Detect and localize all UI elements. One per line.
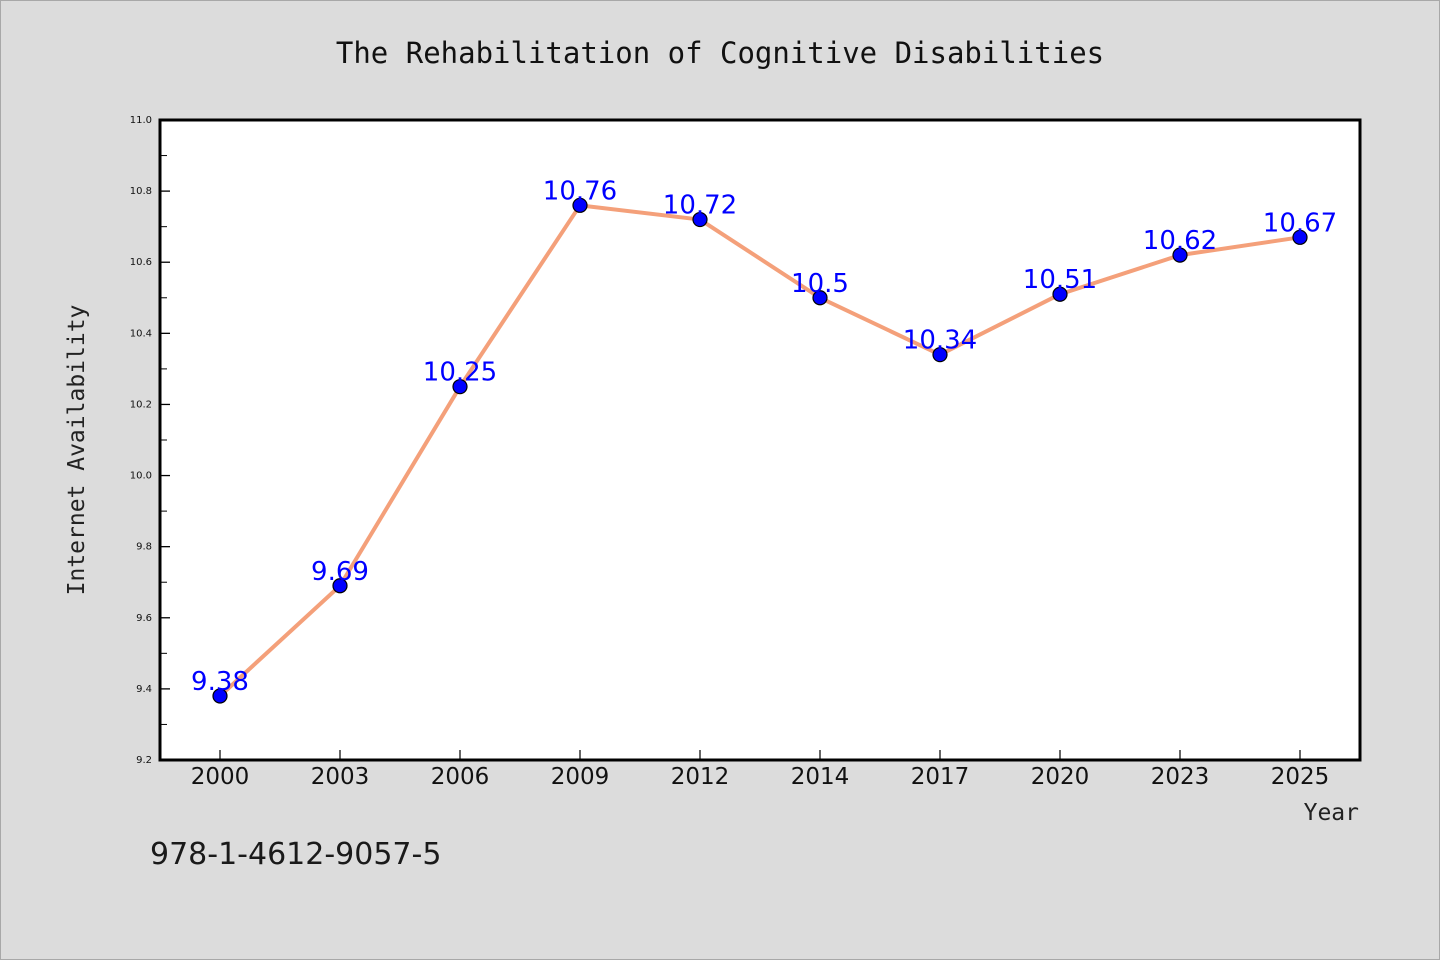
plot-area: [160, 120, 1360, 760]
data-label: 10.76: [543, 176, 617, 206]
x-tick-label: 2012: [671, 764, 730, 790]
x-tick-label: 2014: [791, 764, 850, 790]
y-tick-label: 9.8: [136, 542, 152, 553]
x-axis-label: Year: [1304, 800, 1359, 826]
x-tick-label: 2023: [1151, 764, 1210, 790]
marker-layer: [212, 197, 1308, 704]
data-label: 10.34: [903, 326, 977, 356]
series-layer: [218, 203, 1302, 698]
y-tick-label: 11.0: [130, 115, 152, 126]
data-label: 10.67: [1263, 208, 1337, 238]
y-tick-label: 9.2: [136, 755, 152, 766]
x-tick-label: 2025: [1271, 764, 1330, 790]
data-point: [1172, 247, 1188, 263]
x-tick-label: 2020: [1031, 764, 1090, 790]
data-point: [1052, 286, 1068, 302]
data-label: 10.62: [1143, 226, 1217, 256]
data-label: 10.25: [423, 358, 497, 388]
x-tick-label: 2017: [911, 764, 970, 790]
x-tick-label: 2003: [311, 764, 370, 790]
data-label: 10.51: [1023, 265, 1097, 295]
data-label: 10.5: [791, 269, 849, 299]
data-label-layer: 9.38 9.69 10.25 10.76 10.72 10.5 10.34 10.51 10.…: [191, 176, 1337, 697]
x-axis-ticks: 2000 2003 2006 2009 2012 2014 2017 2020 2023 2025: [191, 750, 1330, 790]
data-point: [212, 688, 228, 704]
x-tick-label: 2006: [431, 764, 490, 790]
data-point: [332, 578, 348, 594]
data-label: 9.38: [191, 667, 249, 697]
y-tick-label: 9.4: [136, 684, 152, 695]
data-point: [452, 379, 468, 395]
y-tick-label: 10.4: [130, 328, 152, 339]
data-point: [1292, 229, 1308, 245]
x-tick-label: 2000: [191, 764, 250, 790]
series-line: [218, 203, 1302, 698]
data-point: [572, 197, 588, 213]
data-point: [812, 290, 828, 306]
y-tick-label: 10.6: [130, 257, 152, 268]
y-tick-label: 10.0: [130, 471, 152, 482]
x-tick-label: 2009: [551, 764, 610, 790]
data-point: [692, 211, 708, 228]
y-tick-label: 10.2: [130, 399, 152, 410]
data-point: [932, 347, 948, 363]
y-tick-label: 9.6: [136, 613, 152, 624]
y-axis-label: Internet Availability: [64, 305, 90, 596]
y-tick-label: 10.8: [130, 186, 152, 197]
data-label: 10.72: [663, 191, 737, 221]
isbn-text: 978-1-4612-9057-5: [150, 837, 441, 872]
plot-frame: [158, 118, 1362, 762]
data-label: 9.69: [311, 557, 369, 587]
chart-title: The Rehabilitation of Cognitive Disabili…: [336, 36, 1104, 70]
